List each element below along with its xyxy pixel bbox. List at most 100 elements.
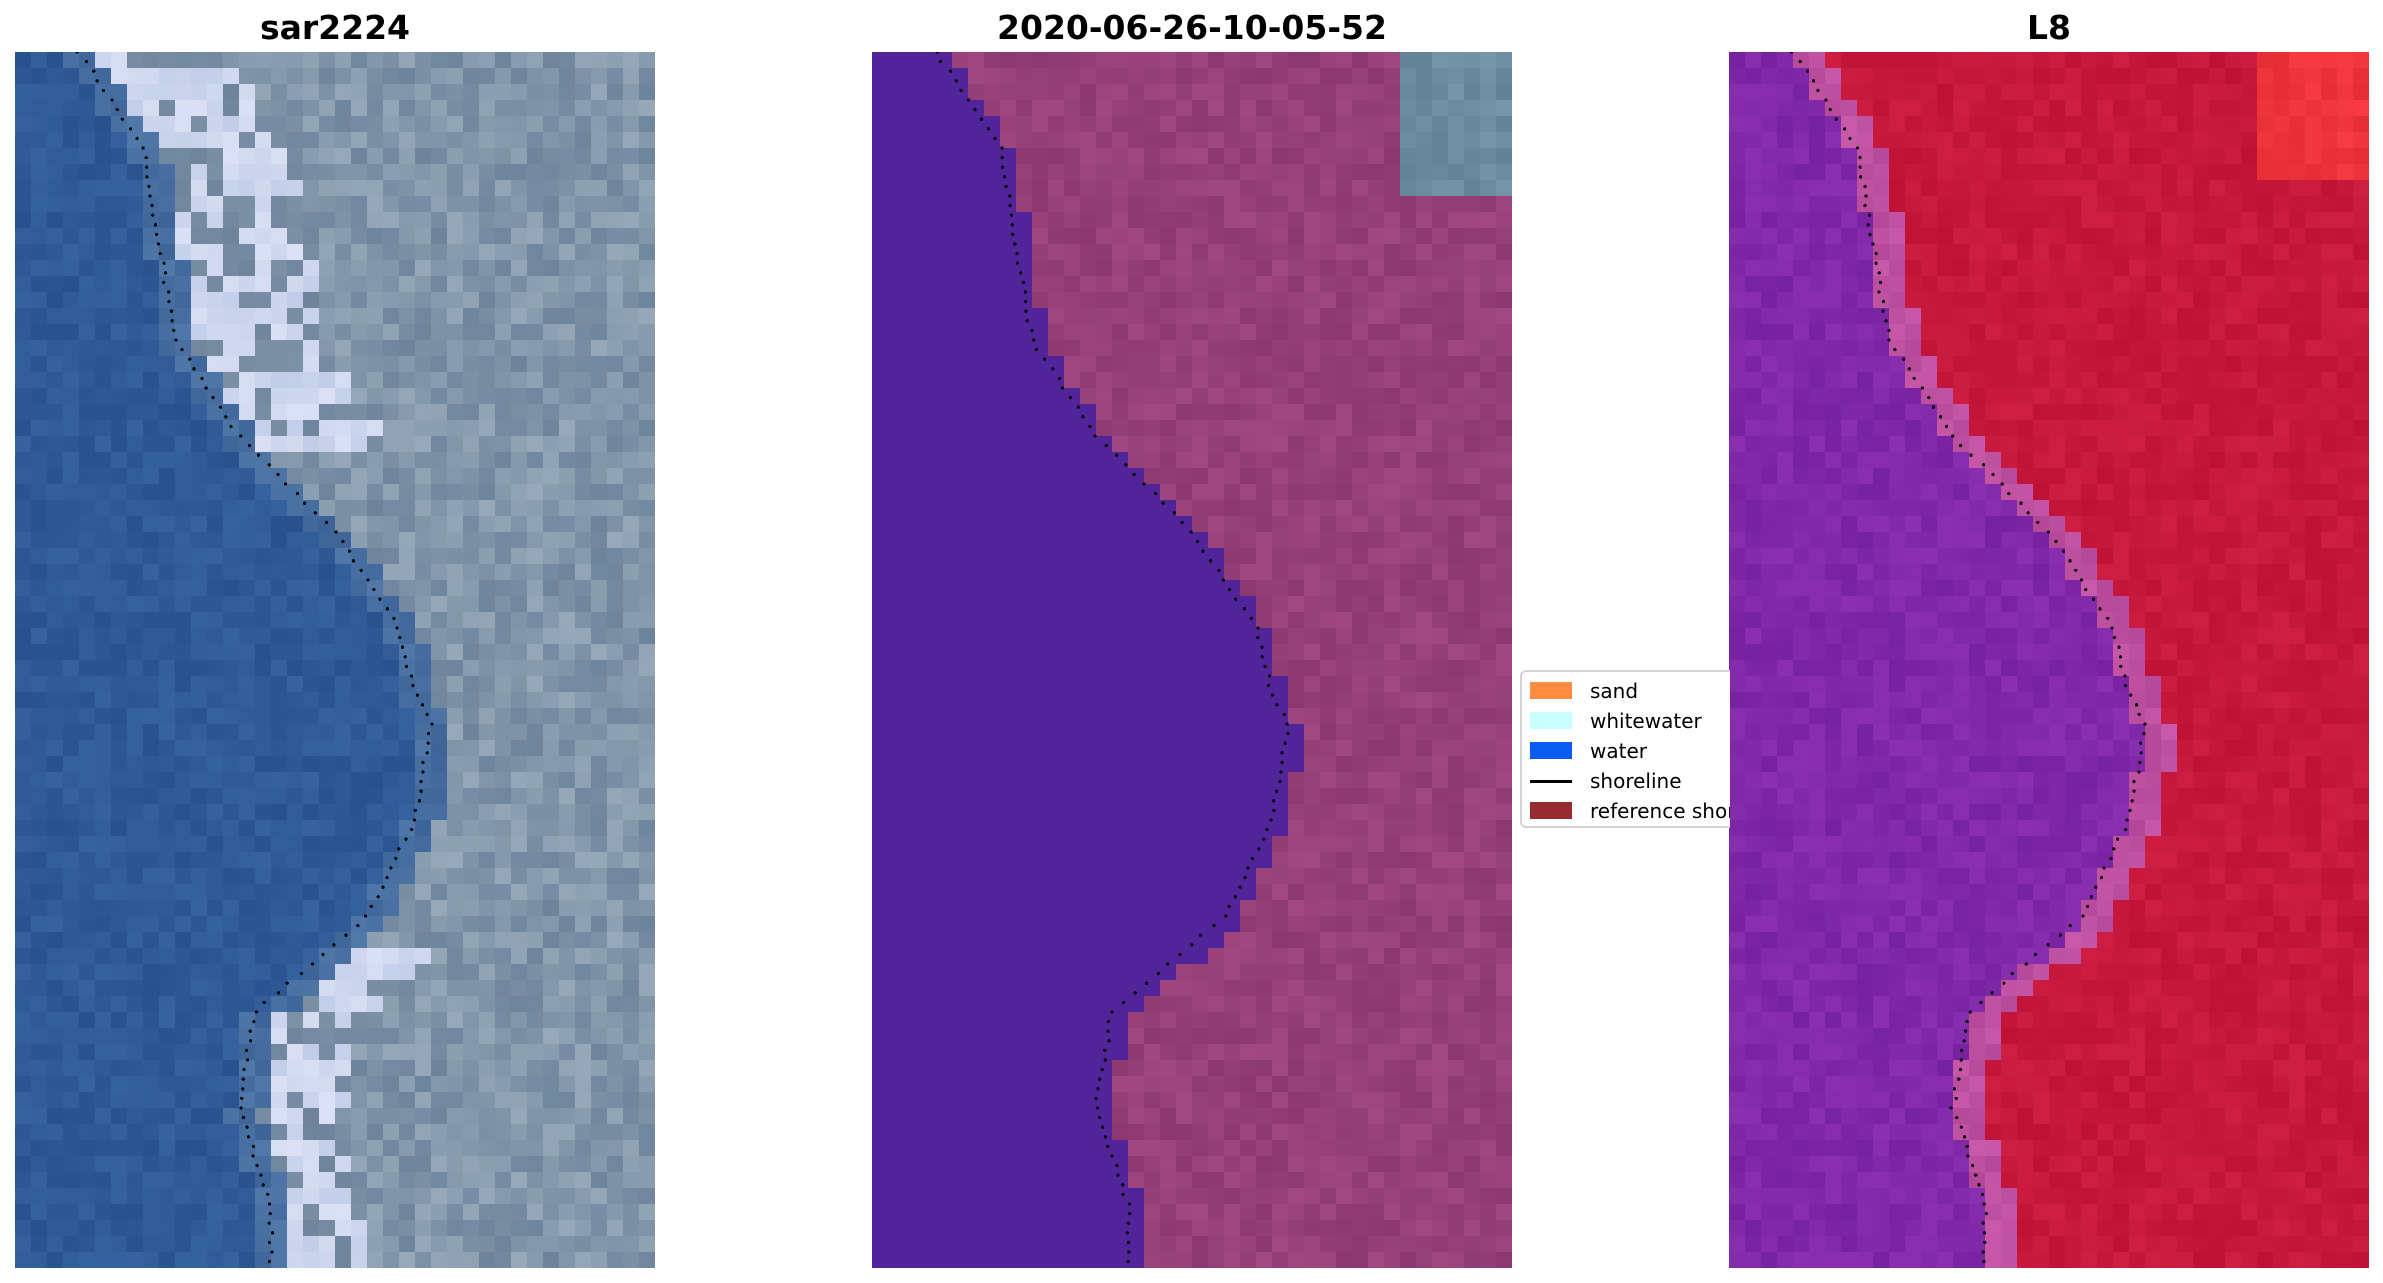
shoreline-dot [1863, 204, 1867, 208]
shoreline-dot [248, 444, 252, 448]
shoreline-dot [1283, 741, 1287, 745]
shoreline-dot [1010, 223, 1014, 227]
shoreline-dot [1262, 837, 1266, 841]
shoreline-dot [1887, 338, 1891, 342]
shoreline-dot [403, 655, 407, 659]
shoreline-dot [1260, 645, 1264, 649]
shoreline-dot [2084, 588, 2088, 592]
shoreline-dot [1097, 1116, 1102, 1120]
shoreline-dot [1270, 693, 1275, 697]
shoreline-dot [1271, 799, 1276, 803]
shoreline-dot [2123, 674, 2127, 678]
shoreline-dot [285, 981, 289, 985]
shoreline-dot [1021, 280, 1026, 284]
shoreline-dot [392, 616, 396, 621]
shoreline-dot [1887, 328, 1891, 332]
shoreline-dot [1874, 252, 1878, 256]
shoreline-dot [2123, 684, 2128, 688]
shoreline-dot [1877, 271, 1881, 275]
shoreline-dot [299, 972, 304, 976]
shoreline-dot [1106, 1144, 1110, 1148]
shoreline-dot [1116, 1173, 1120, 1177]
shoreline-dot [1178, 952, 1182, 957]
shoreline-dot [1103, 1048, 1107, 1052]
shoreline-dot [1019, 271, 1023, 275]
shoreline-dot [1051, 367, 1055, 371]
shoreline-dot [430, 722, 434, 726]
shoreline-dot [1096, 1087, 1100, 1091]
shoreline-dot [1969, 453, 1973, 457]
shoreline-dot [1959, 1058, 1963, 1062]
shoreline-dot [398, 636, 402, 640]
shoreline-dot [1121, 1183, 1125, 1187]
shoreline-dot [1834, 117, 1838, 121]
shoreline-dot [1000, 146, 1004, 150]
shoreline-dot [1110, 1154, 1114, 1158]
shoreline-dot [411, 684, 415, 688]
shoreline-dot [167, 290, 171, 294]
shoreline-dot [410, 828, 414, 832]
legend-label-shoreline: shoreline [1590, 769, 1682, 793]
shoreline-dot [84, 60, 88, 64]
shoreline-dot [1127, 1240, 1131, 1244]
shoreline-dot [1265, 828, 1269, 832]
shoreline-dot [1939, 415, 1943, 419]
shoreline-dot [129, 127, 133, 131]
shoreline-dot [1263, 664, 1267, 669]
shoreline-dot [1991, 472, 1995, 476]
shoreline-dot [2086, 904, 2090, 909]
shoreline-dot [1877, 290, 1881, 294]
shoreline-dot [75, 52, 79, 54]
shoreline-dot [115, 108, 119, 112]
water-swatch-icon [1530, 742, 1572, 759]
shoreline-dot [1954, 1096, 1958, 1100]
shoreline-dot [1093, 434, 1097, 438]
shoreline-dot [366, 578, 370, 582]
shoreline-dot [1101, 1125, 1105, 1129]
shoreline-dot [144, 156, 148, 160]
rgb-image-panel [15, 52, 655, 1268]
shoreline-dot [1110, 1010, 1114, 1014]
shoreline-dot [2099, 876, 2103, 880]
shoreline-dot [1227, 588, 1232, 592]
shoreline-dot [1122, 1000, 1126, 1005]
shoreline-dot [412, 818, 417, 822]
shoreline-dot [1127, 1202, 1132, 1206]
shoreline-dot [1949, 1106, 1953, 1110]
shoreline-dot [321, 952, 325, 957]
shoreline-dot [421, 760, 425, 765]
shoreline-dot [2019, 501, 2023, 505]
shoreline-dot [192, 367, 196, 371]
shoreline-dot [325, 520, 329, 524]
shoreline-dot [153, 223, 158, 227]
shoreline-dot [1121, 1192, 1125, 1196]
shoreline-dot [1282, 712, 1286, 717]
shoreline-dot [2007, 492, 2011, 496]
legend-label-sand: sand [1590, 679, 1639, 703]
shoreline-dot [420, 703, 425, 707]
shoreline-dot [1124, 463, 1128, 467]
shoreline-dot [419, 789, 423, 793]
shoreline-dot [378, 597, 382, 601]
shoreline-dot [259, 1173, 263, 1177]
shoreline-dot [341, 540, 345, 544]
shoreline-dot [1280, 751, 1284, 755]
shoreline-dot [1115, 1164, 1119, 1168]
shoreline-dot [267, 1202, 271, 1206]
shoreline-dot [1057, 376, 1062, 380]
shoreline-dot [270, 1250, 274, 1254]
shoreline-dot [1125, 1231, 1129, 1235]
shoreline-dot [1868, 232, 1872, 236]
shoreline-dot [135, 136, 139, 140]
shoreline-dot [2142, 732, 2146, 736]
shoreline-line-icon [1530, 780, 1572, 783]
shoreline-dot [2036, 520, 2040, 524]
shoreline-dot [2139, 741, 2143, 745]
shoreline-dot [251, 1154, 255, 1158]
shoreline-dot [2124, 828, 2128, 832]
shoreline-dot [1260, 655, 1264, 659]
shoreline-dot [241, 1077, 245, 1081]
shoreline-dot [425, 712, 429, 717]
shoreline-dot [1115, 453, 1119, 457]
shoreline-dot [158, 252, 162, 256]
